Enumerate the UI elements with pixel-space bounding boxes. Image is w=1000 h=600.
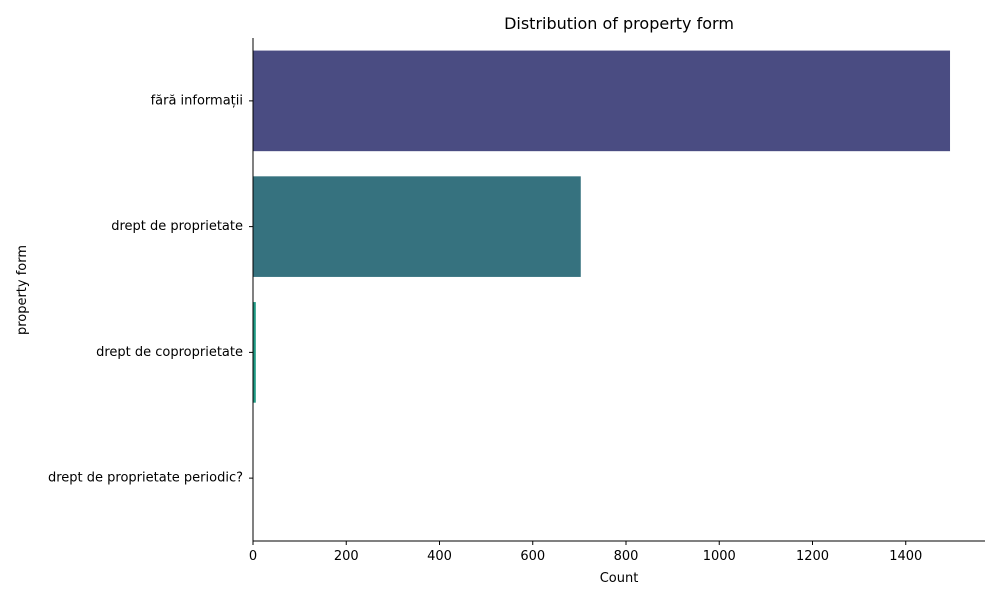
bar xyxy=(253,50,951,152)
x-tick-label: 0 xyxy=(249,549,257,564)
y-axis-label: property form xyxy=(15,245,30,335)
x-axis-label: Count xyxy=(600,571,639,586)
x-tick-label: 1000 xyxy=(703,549,736,564)
y-tick-label: fără informații xyxy=(151,93,243,108)
y-tick-label: drept de proprietate xyxy=(111,219,243,234)
bars-layer xyxy=(253,50,951,529)
y-tick-label: drept de coproprietate xyxy=(96,345,243,360)
bar xyxy=(253,302,256,403)
x-tick-label: 600 xyxy=(520,549,545,564)
bar xyxy=(253,176,581,277)
chart-title: Distribution of property form xyxy=(504,14,734,33)
x-tick-label: 800 xyxy=(614,549,639,564)
x-tick-label: 200 xyxy=(334,549,359,564)
x-tick-label: 1400 xyxy=(889,549,922,564)
y-tick-label: drept de proprietate periodic? xyxy=(48,471,243,486)
x-tick-label: 400 xyxy=(427,549,452,564)
x-tick-label: 1200 xyxy=(796,549,829,564)
axes-layer: fără informații drept de proprietate drept… xyxy=(48,38,985,564)
